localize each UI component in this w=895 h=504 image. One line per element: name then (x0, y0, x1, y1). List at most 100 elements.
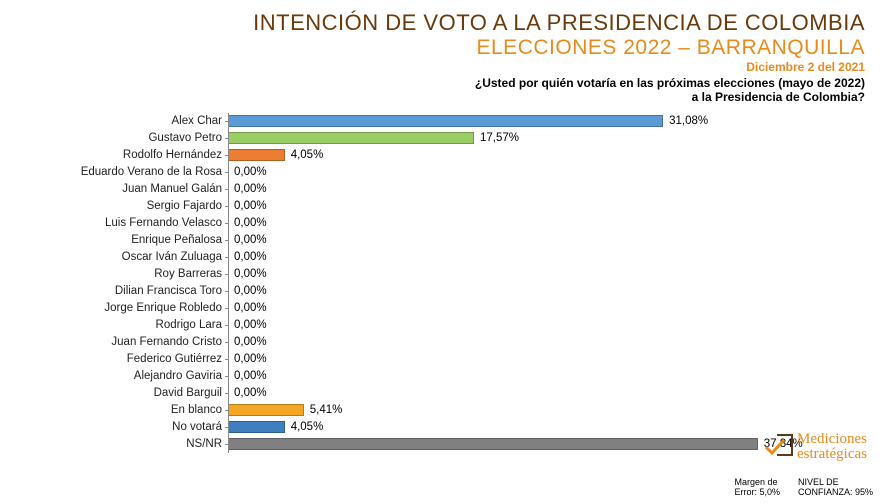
value-bar (228, 132, 474, 144)
bar-area: 0,00% (228, 182, 820, 196)
value-bar (228, 404, 304, 416)
chart-row: Roy Barreras 0,00% (60, 266, 820, 283)
value-label: 0,00% (234, 336, 267, 348)
value-label: 0,00% (234, 370, 267, 382)
bar-area: 0,00% (228, 250, 820, 264)
value-label: 0,00% (234, 183, 267, 195)
candidate-label: Dilian Francisca Toro (60, 285, 228, 297)
value-label: 31,08% (669, 115, 708, 127)
confidence-level: NIVEL DE CONFIANZA: 95% (798, 478, 873, 498)
candidate-label: No votará (60, 421, 228, 433)
chart-row: Jorge Enrique Robledo 0,00% (60, 300, 820, 317)
question-line1: ¿Usted por quién votaría en las próximas… (475, 76, 865, 90)
value-label: 0,00% (234, 387, 267, 399)
candidate-label: Gustavo Petro (60, 132, 228, 144)
logo-line1: Mediciones (797, 432, 867, 447)
candidate-label: Jorge Enrique Robledo (60, 302, 228, 314)
value-bar (228, 149, 285, 161)
value-label: 4,05% (291, 421, 324, 433)
bar-area: 17,57% (228, 131, 820, 145)
value-label: 5,41% (310, 404, 343, 416)
chart-row: Oscar Iván Zuluaga 0,00% (60, 249, 820, 266)
chart-row: David Barguil0,00% (60, 385, 820, 402)
chart-row: Enrique Peñalosa 0,00% (60, 232, 820, 249)
value-label: 0,00% (234, 302, 267, 314)
chart-row: Luis Fernando Velasco 0,00% (60, 215, 820, 232)
question-line2: a la Presidencia de Colombia? (692, 90, 865, 104)
logo-text: Mediciones estratégicas (797, 432, 867, 462)
candidate-label: Roy Barreras (60, 268, 228, 280)
header-titles: INTENCIÓN DE VOTO A LA PRESIDENCIA DE CO… (20, 10, 865, 74)
candidate-label: Federico Gutiérrez (60, 353, 228, 365)
candidate-label: En blanco (60, 404, 228, 416)
chart-row: Alejandro Gaviria 0,00% (60, 368, 820, 385)
chart-row: Rodolfo Hernández 4,05% (60, 147, 820, 164)
bar-area: 0,00% (228, 199, 820, 213)
bar-area: 31,08% (228, 114, 820, 128)
value-label: 17,57% (480, 132, 519, 144)
title-date: Diciembre 2 del 2021 (20, 60, 865, 74)
value-bar (228, 115, 663, 127)
candidate-label: Juan Manuel Galán (60, 183, 228, 195)
candidate-label: NS/NR (60, 438, 228, 450)
bar-area: 37,84% (228, 437, 820, 451)
value-label: 0,00% (234, 353, 267, 365)
voting-intention-chart: Alex Char 31,08% Gustavo Petro 17,57% Rodolf… (60, 113, 820, 453)
bar-area: 0,00% (228, 352, 820, 366)
bar-area: 0,00% (228, 233, 820, 247)
survey-question: ¿Usted por quién votaría en las próximas… (20, 76, 865, 105)
chart-row: En blanco 5,41% (60, 402, 820, 419)
candidate-label: Rodrigo Lara (60, 319, 228, 331)
logo-line2: estratégicas (797, 447, 867, 462)
candidate-label: Oscar Iván Zuluaga (60, 251, 228, 263)
value-label: 0,00% (234, 285, 267, 297)
value-label: 0,00% (234, 166, 267, 178)
y-axis-line (228, 113, 229, 453)
value-bar (228, 421, 285, 433)
chart-row: No votará 4,05% (60, 419, 820, 436)
candidate-label: Juan Fernando Cristo (60, 336, 228, 348)
value-label: 0,00% (234, 200, 267, 212)
bar-area: 0,00% (228, 318, 820, 332)
bar-area: 0,00% (228, 301, 820, 315)
title-main: INTENCIÓN DE VOTO A LA PRESIDENCIA DE CO… (20, 10, 865, 36)
bar-area: 0,00% (228, 335, 820, 349)
value-label: 0,00% (234, 251, 267, 263)
value-label: 0,00% (234, 234, 267, 246)
candidate-label: Luis Fernando Velasco (60, 217, 228, 229)
conf-value: CONFIANZA: 95% (798, 488, 873, 498)
value-label: 0,00% (234, 217, 267, 229)
chart-row: Federico Gutiérrez 0,00% (60, 351, 820, 368)
title-sub: ELECCIONES 2022 – BARRANQUILLA (20, 36, 865, 60)
value-bar (228, 438, 758, 450)
logo-mark-icon (767, 434, 793, 460)
chart-row: Rodrigo Lara 0,00% (60, 317, 820, 334)
chart-row: Sergio Fajardo 0,00% (60, 198, 820, 215)
logo-check-icon (765, 439, 785, 455)
chart-row: Gustavo Petro 17,57% (60, 130, 820, 147)
chart-row: NS/NR37,84% (60, 436, 820, 453)
chart-row: Alex Char 31,08% (60, 113, 820, 130)
bar-area: 0,00% (228, 284, 820, 298)
chart-row: Juan Fernando Cristo 0,00% (60, 334, 820, 351)
candidate-label: Rodolfo Hernández (60, 149, 228, 161)
chart-row: Eduardo Verano de la Rosa 0,00% (60, 164, 820, 181)
bar-area: 4,05% (228, 148, 820, 162)
bar-area: 5,41% (228, 403, 820, 417)
candidate-label: Alex Char (60, 115, 228, 127)
value-label: 0,00% (234, 319, 267, 331)
bar-area: 4,05% (228, 420, 820, 434)
candidate-label: Sergio Fajardo (60, 200, 228, 212)
brand-logo: Mediciones estratégicas (767, 432, 867, 462)
candidate-label: Eduardo Verano de la Rosa (60, 166, 228, 178)
bar-area: 0,00% (228, 386, 820, 400)
bar-area: 0,00% (228, 165, 820, 179)
value-label: 4,05% (291, 149, 324, 161)
candidate-label: Enrique Peñalosa (60, 234, 228, 246)
candidate-label: Alejandro Gaviria (60, 370, 228, 382)
margin-value: Error: 5,0% (734, 488, 780, 498)
value-label: 0,00% (234, 268, 267, 280)
footer-stats: Margen de Error: 5,0% NIVEL DE CONFIANZA… (734, 478, 873, 498)
margin-of-error: Margen de Error: 5,0% (734, 478, 780, 498)
bar-area: 0,00% (228, 267, 820, 281)
